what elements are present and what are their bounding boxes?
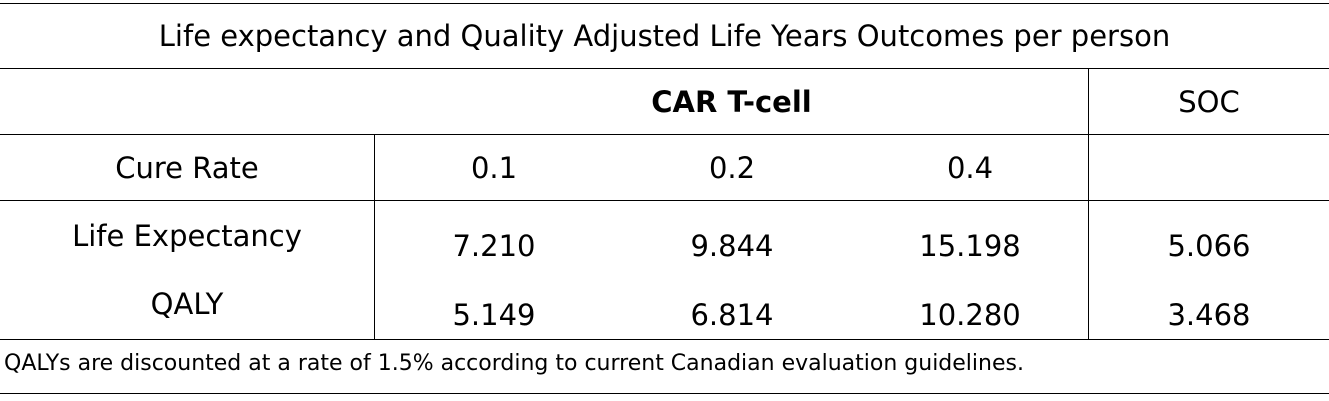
cure-rate-value: 0.2 <box>708 151 756 185</box>
row-label-qaly: QALY <box>150 287 224 321</box>
table-cell-soc: 3.468 <box>1167 298 1251 332</box>
table-cell: 9.844 <box>690 229 774 263</box>
table-cell-soc: 5.066 <box>1167 229 1251 263</box>
rule-below-body <box>0 339 1329 340</box>
table-cell: 5.149 <box>452 298 536 332</box>
rule-bottom <box>0 393 1329 394</box>
cure-rate-value: 0.4 <box>946 151 994 185</box>
rule-label-divider <box>374 135 375 339</box>
rule-below-title <box>0 68 1329 69</box>
group-header-soc: SOC <box>1178 85 1240 119</box>
cure-rate-label: Cure Rate <box>115 151 259 185</box>
table-title: Life expectancy and Quality Adjusted Lif… <box>158 19 1171 53</box>
rule-soc-divider <box>1088 69 1089 339</box>
rule-top <box>0 3 1329 4</box>
table-cell: 10.280 <box>919 298 1021 332</box>
cure-rate-value: 0.1 <box>470 151 518 185</box>
table-cell: 15.198 <box>919 229 1021 263</box>
table-cell: 7.210 <box>452 229 536 263</box>
table-cell: 6.814 <box>690 298 774 332</box>
group-header-car-t-cell: CAR T-cell <box>651 85 812 119</box>
table-footnote: QALYs are discounted at a rate of 1.5% a… <box>4 351 1024 376</box>
rule-below-cure-rate <box>0 200 1329 201</box>
rule-below-group-header <box>0 134 1329 135</box>
row-label-life-expectancy: Life Expectancy <box>72 219 302 253</box>
